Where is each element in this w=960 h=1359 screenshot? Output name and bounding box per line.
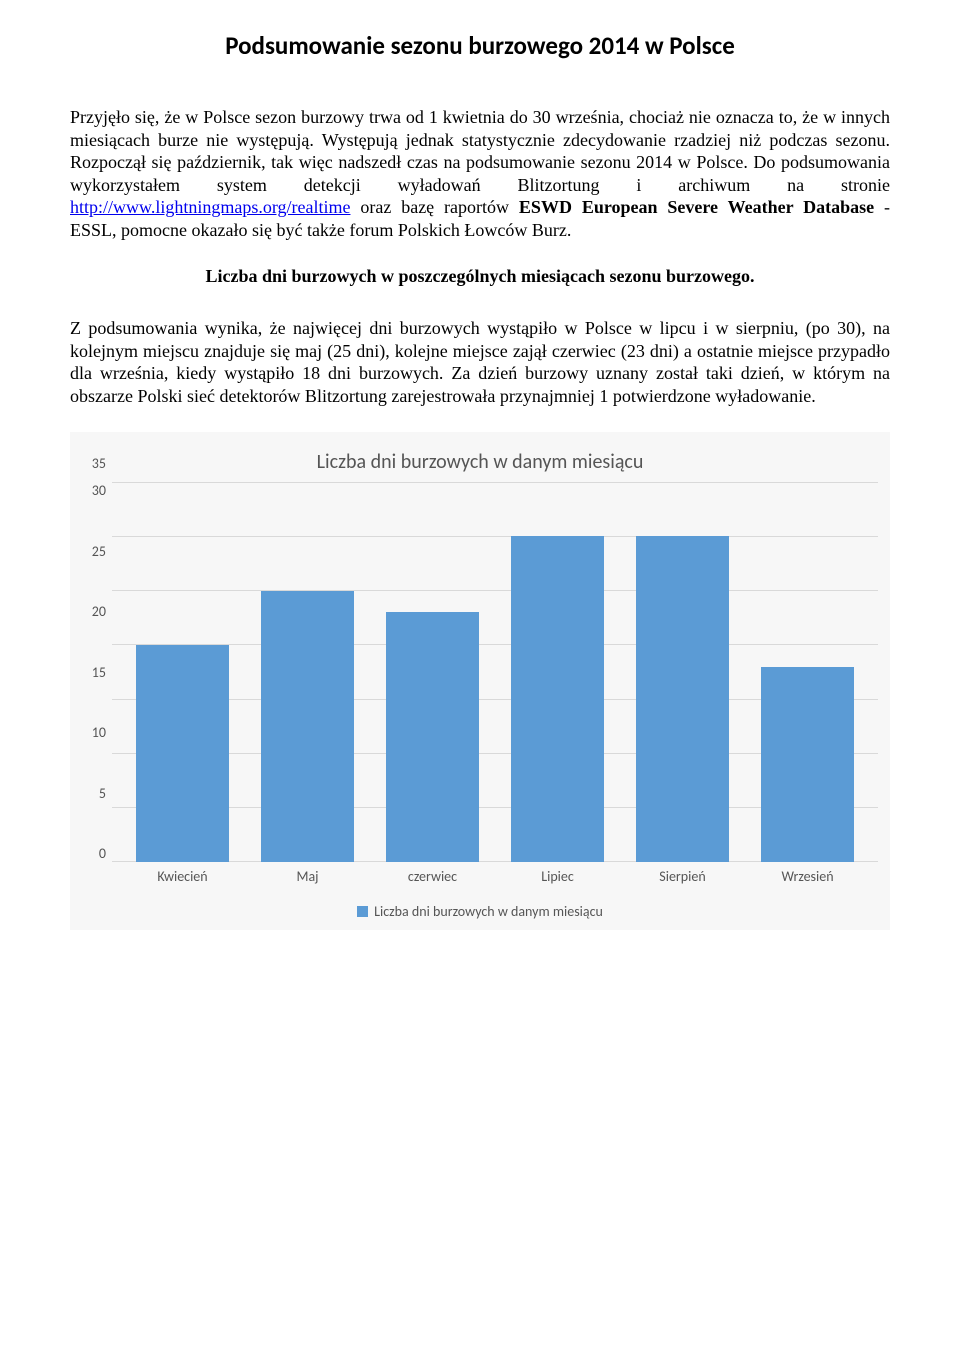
- bar: [511, 536, 604, 862]
- bar: [136, 645, 229, 862]
- plot-area: [112, 482, 878, 862]
- x-tick: Kwiecień: [120, 868, 245, 885]
- legend-swatch: [357, 906, 368, 917]
- intro-paragraph: Przyjęło się, że w Polsce sezon burzowy …: [70, 106, 890, 241]
- x-tick: Maj: [245, 868, 370, 885]
- chart-title: Liczba dni burzowych w danym miesiącu: [82, 450, 878, 474]
- x-tick: czerwiec: [370, 868, 495, 885]
- x-tick: Wrzesień: [745, 868, 870, 885]
- bar: [761, 667, 854, 862]
- page-title: Podsumowanie sezonu burzowego 2014 w Pol…: [70, 30, 890, 61]
- bar-slot: [745, 482, 870, 862]
- y-tick: 25: [92, 543, 106, 560]
- section-subhead: Liczba dni burzowych w poszczególnych mi…: [70, 266, 890, 287]
- para1-text-before: Przyjęło się, że w Polsce sezon burzowy …: [70, 107, 890, 195]
- bar: [636, 536, 729, 862]
- y-tick: 20: [92, 603, 106, 620]
- lightningmaps-link[interactable]: http://www.lightningmaps.org/realtime: [70, 197, 350, 217]
- bar-slot: [495, 482, 620, 862]
- y-tick: 30: [92, 482, 106, 499]
- x-axis: KwiecieńMajczerwiecLipiecSierpieńWrzesie…: [112, 862, 878, 885]
- plot-row: 30 25 20 15 10 5 0: [82, 482, 878, 862]
- para1-text-mid: oraz bazę raportów: [350, 197, 518, 217]
- x-tick: Sierpień: [620, 868, 745, 885]
- bar-slot: [370, 482, 495, 862]
- chart-container: 35 Liczba dni burzowych w danym miesiącu…: [70, 432, 890, 930]
- x-tick: Lipiec: [495, 868, 620, 885]
- bar-slot: [120, 482, 245, 862]
- chart-legend: Liczba dni burzowych w danym miesiącu: [82, 903, 878, 920]
- legend-label: Liczba dni burzowych w danym miesiącu: [374, 903, 603, 920]
- y-tick: 5: [99, 785, 106, 802]
- bar: [386, 612, 479, 862]
- eswd-bold: ESWD European Severe Weather Database: [519, 197, 874, 217]
- summary-paragraph: Z podsumowania wynika, że najwięcej dni …: [70, 317, 890, 407]
- bar: [261, 591, 354, 862]
- y-axis: 30 25 20 15 10 5 0: [82, 482, 112, 862]
- y-tick: 10: [92, 724, 106, 741]
- y-tick: 0: [99, 845, 106, 862]
- y-tick: 15: [92, 664, 106, 681]
- bar-slot: [620, 482, 745, 862]
- bar-slot: [245, 482, 370, 862]
- chart-title-row: 35 Liczba dni burzowych w danym miesiącu: [82, 450, 878, 474]
